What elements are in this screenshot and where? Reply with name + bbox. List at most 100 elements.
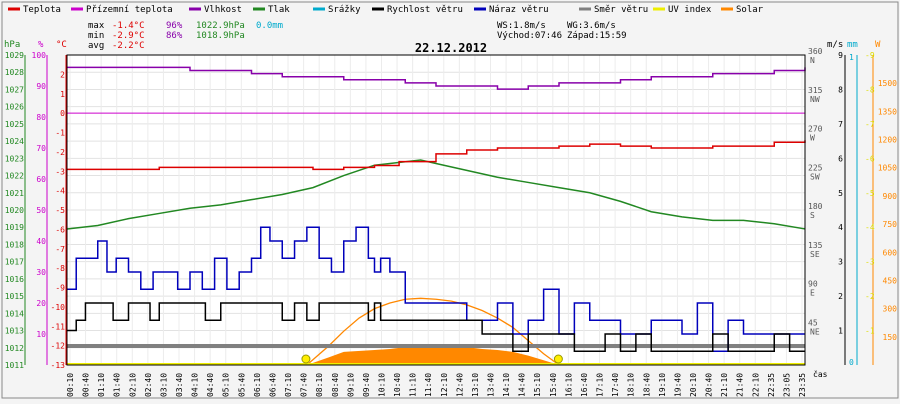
legend-label: Rychlost větru [387,5,463,15]
wind-dir-compass-label: NW [810,95,820,104]
stats-wind-speed: WS:1.8m/s [497,21,546,31]
legend: Teplota Přízemní teplota Vlhkost Tlak Srážky… [8,5,764,15]
humidity-tick-label: 60 [36,175,46,184]
hpa-tick-label: 1025 [5,120,24,129]
hpa-tick-label: 1029 [5,51,24,60]
time-tick-label: 19:10 [658,373,667,397]
time-tick-label: 04:10 [191,373,200,397]
time-tick-label: 15:10 [533,373,542,397]
time-tick-label: 21:40 [736,373,745,397]
wind-dir-compass-label: E [810,289,815,298]
time-tick-label: 12:10 [440,373,449,397]
series-temperature [67,140,806,171]
ms-unit-label: m/s [827,40,843,50]
stats-sunrise: Východ:07:46 [497,31,562,41]
time-tick-label: 20:40 [705,373,714,397]
time-tick-label: 13:10 [471,373,480,397]
temp-unit-label: °C [56,40,67,50]
plot-frame [66,54,806,366]
hpa-tick-label: 1013 [5,327,24,336]
temp-tick-label: -10 [51,303,66,312]
watt-tick-label: 900 [883,192,898,201]
series-humidity [67,66,806,90]
uv-tick-label: -4 [865,223,875,232]
time-tick-label: 20:10 [689,373,698,397]
time-tick-label: 15:40 [549,373,558,397]
series-wind-speed [67,302,805,352]
time-tick-label: 02:10 [128,373,137,397]
time-tick-label: 04:40 [206,373,215,397]
time-tick-label: 03:10 [159,373,168,397]
stats-max-hum: 96% [166,21,183,31]
stats-max-rain: 0.0mm [256,21,283,31]
time-tick-label: 14:10 [502,373,511,397]
sun-marker-sunrise [301,354,311,364]
legend-label: Tlak [268,5,290,15]
temp-tick-label: -2 [55,148,65,157]
time-tick-label: 09:40 [362,373,371,397]
uv-tick-label: -6 [865,154,875,163]
temp-tick-label: 1 [60,90,65,99]
ms-tick-label: 3 [838,258,843,267]
temp-tick-label: -9 [55,284,65,293]
time-tick-label: 18:40 [642,373,651,397]
time-tick-label: 22:35 [767,373,776,397]
watt-tick-label: 150 [883,333,898,342]
time-tick-label: 08:40 [331,373,340,397]
humidity-tick-label: 40 [36,237,46,246]
time-tick-label: 05:10 [222,373,231,397]
marker-layer [301,354,563,364]
time-tick-label: 01:10 [97,373,106,397]
stats-min-press: 1018.9hPa [196,31,245,41]
stats-sunset: Západ:15:59 [567,31,627,41]
hpa-tick-label: 1028 [5,68,24,77]
time-tick-label: 00:40 [82,373,91,397]
watt-tick-label: 300 [883,305,898,314]
wind-dir-tick-label: 360 [808,47,823,56]
temp-tick-label: 0 [60,109,65,118]
wind-dir-tick-label: 90 [808,280,818,289]
watt-tick-label: 1200 [878,136,897,145]
uv-tick-label: -3 [865,258,875,267]
wind-dir-compass-label: N [810,56,815,65]
time-tick-label: 18:10 [627,373,636,397]
chart-title: 22.12.2012 [415,41,487,55]
temp-tick-label: -3 [55,167,65,176]
stats-min-hum: 86% [166,31,183,41]
uv-tick-label: -9 [865,51,875,60]
stats-max-label: max [88,21,105,31]
time-tick-label: 10:10 [377,373,386,397]
wind-dir-compass-label: S [810,211,815,220]
time-tick-label: 11:40 [424,373,433,397]
humidity-tick-label: 10 [36,330,46,339]
hpa-tick-label: 1023 [5,154,24,163]
time-tick-label: 13:40 [487,373,496,397]
humidity-tick-label: 70 [36,144,46,153]
time-tick-label: 16:10 [564,373,573,397]
legend-label: Teplota [23,5,61,15]
hpa-tick-label: 1020 [5,206,24,215]
stats-avg-temp: -2.2°C [112,41,145,51]
humidity-tick-label: 50 [36,206,46,215]
hpa-unit-label: hPa [4,40,20,50]
hpa-tick-label: 1016 [5,275,24,284]
time-tick-label: 22:10 [751,373,760,397]
watt-tick-label: 1500 [878,79,897,88]
sun-marker-sunset [553,354,563,364]
uv-tick-label: -1 [865,327,875,336]
humidity-tick-label: 90 [36,82,46,91]
time-tick-label: 14:40 [518,373,527,397]
time-tick-label: 12:40 [455,373,464,397]
legend-label: Přízemní teplota [86,5,173,15]
time-tick-label: 16:40 [580,373,589,397]
legend-label: Vlhkost [204,5,242,15]
hpa-tick-label: 1015 [5,292,24,301]
grid [67,55,805,365]
wind-dir-compass-label: SE [810,250,820,259]
humidity-tick-label: 30 [36,268,46,277]
hpa-tick-label: 1019 [5,223,24,232]
watt-unit-label: W [875,40,881,50]
time-tick-label: 03:40 [175,373,184,397]
watt-tick-label: 750 [883,220,898,229]
